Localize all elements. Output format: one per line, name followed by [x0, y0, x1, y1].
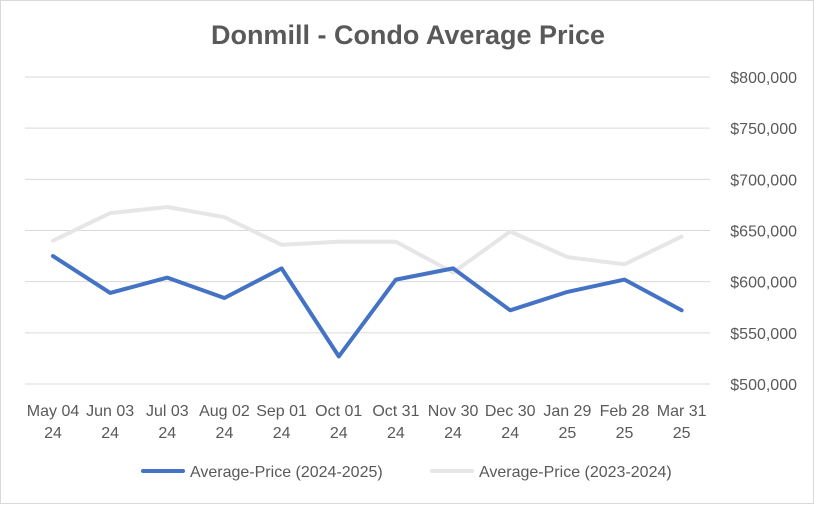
- series-line: [51, 254, 684, 359]
- legend-label: Average-Price (2024-2025): [190, 464, 383, 481]
- legend-label: Average-Price (2023-2024): [479, 464, 672, 481]
- y-tick-label: $500,000: [730, 377, 797, 394]
- y-tick-label: $800,000: [730, 70, 797, 87]
- x-tick-label: Sep 01 24: [256, 403, 307, 442]
- chart-title: Donmill - Condo Average Price: [211, 20, 605, 50]
- x-tick-label: Feb 28 25: [600, 403, 650, 442]
- x-tick-label: Oct 31 24: [372, 403, 419, 442]
- x-tick-label: Dec 30 24: [485, 403, 536, 442]
- series-line: [51, 205, 684, 275]
- x-tick-label: Jun 03 24: [86, 403, 134, 442]
- x-tick-label: Oct 01 24: [315, 403, 362, 442]
- gridlines: [25, 76, 710, 385]
- x-tick-label: Aug 02 24: [199, 403, 250, 442]
- y-tick-label: $550,000: [730, 326, 797, 343]
- x-tick-label: Nov 30 24: [428, 403, 479, 442]
- x-tick-label: Mar 31 25: [657, 403, 707, 442]
- y-tick-label: $650,000: [730, 224, 797, 241]
- x-tick-label: Jan 29 25: [543, 403, 591, 442]
- legend: Average-Price (2024-2025) Average-Price (…: [141, 464, 672, 481]
- y-tick-label: $700,000: [730, 172, 797, 189]
- y-tick-label: $600,000: [730, 275, 797, 292]
- y-tick-label: $750,000: [730, 121, 797, 138]
- series-lines: [51, 205, 684, 359]
- y-axis-tick-labels: $500,000 $550,000 $600,000 $650,000 $700,000…: [730, 70, 797, 394]
- x-tick-label: May 04 24: [27, 403, 80, 442]
- x-tick-label: Jul 03 24: [146, 403, 189, 442]
